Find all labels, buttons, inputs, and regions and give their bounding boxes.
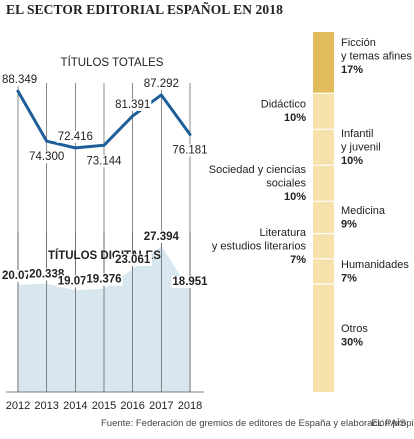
total-value-label-2013: 74.300 [29,151,64,163]
total-point-2012 [16,90,20,93]
stack-value-2: 10% [284,112,306,124]
digital-value-label-bg-2017 [142,230,181,243]
stack-value-7: 7% [341,272,357,284]
digital-titles-area-chart: TÍTULOS DIGITALES20.07920.33819.07719.37… [1,230,210,392]
stack-value-8: 30% [341,337,363,349]
stack-segment-4 [313,165,334,202]
x-tick-label-2017: 2017 [149,400,173,412]
stack-label-1-line-1: Ficción [341,37,376,49]
total-point-2018 [188,133,192,136]
source-note: Fuente: Federación de gremios de editore… [101,418,414,429]
digital-value-label-bg-2016 [114,254,152,267]
stack-segment-7 [313,258,334,284]
stack-label-6-line-2: y estudios literarios [212,240,307,252]
digital-value-label-bg-2014 [56,275,94,288]
total-value-label-2015: 73.144 [86,155,122,167]
stack-value-4: 10% [284,191,306,203]
stack-segment-5 [313,201,334,234]
stack-label-3-line-2: y juvenil [341,141,381,153]
digital-value-label-bg-2013 [28,268,66,281]
total-point-2013 [45,139,48,143]
stack-segment-2 [313,93,334,130]
total-value-label-2012: 88.349 [2,74,37,86]
total-point-2014 [74,146,77,150]
stack-label-3-line-1: Infantil [341,128,373,140]
stack-label-6-line-1: Literatura [260,227,307,239]
brand-logo-text: EL PAÍS [371,418,406,429]
digital-value-label-2017: 27.394 [144,231,180,243]
stack-value-1: 17% [341,64,363,76]
total-value-label-bg-2016 [114,98,152,111]
stack-label-4-line-1: Sociedad y ciencias [209,164,307,176]
total-value-label-2018: 76.181 [172,144,207,156]
digital-value-label-2014: 19.077 [58,275,93,287]
total-point-2017 [160,93,163,97]
total-value-label-bg-2012 [1,74,39,87]
x-tick-label-2014: 2014 [63,400,87,412]
digital-value-label-2016: 23.061 [115,254,151,266]
digital-value-label-2018: 18.951 [172,276,208,288]
stack-label-7-line-1: Humanidades [341,259,409,271]
stack-value-3: 10% [341,155,363,167]
digital-value-label-bg-2018 [171,275,210,288]
stack-segment-3 [313,129,334,166]
total-titles-chart-title: TÍTULOS TOTALES [61,56,164,69]
x-tick-label-2015: 2015 [92,400,116,412]
total-point-2016 [131,114,134,118]
total-value-label-bg-2017 [142,77,180,90]
stack-label-1-line-2: y temas afines [341,51,412,63]
x-tick-label-2016: 2016 [120,400,144,412]
page-title: EL SECTOR EDITORIAL ESPAÑOL EN 2018 [6,2,283,17]
stack-segment-8 [313,284,334,392]
total-value-label-2014: 72.416 [58,131,93,143]
stack-value-6: 7% [290,254,306,266]
x-tick-label-2013: 2013 [34,400,58,412]
total-value-label-2017: 87.292 [144,78,179,90]
x-axis: 2012 2013 2014 2015 2016 2017 2018 [6,391,204,412]
total-value-label-bg-2015 [85,155,124,168]
total-value-label-bg-2018 [171,144,209,157]
stack-label-4-line-2: sociales [266,177,306,189]
digital-value-label-bg-2015 [85,273,123,286]
stack-segment-1 [313,32,334,94]
x-tick-label-2018: 2018 [178,400,202,412]
stack-label-5-line-1: Medicina [341,205,386,217]
total-value-label-bg-2014 [56,130,94,143]
total-value-label-bg-2013 [28,151,66,164]
x-tick-label-2012: 2012 [6,400,30,412]
stack-segment-6 [313,233,334,259]
total-value-label-2016: 81.391 [115,99,150,111]
total-point-2015 [102,144,106,147]
digital-value-label-2015: 19.376 [86,274,121,286]
stack-value-5: 9% [341,218,357,230]
digital-value-label-2013: 20.338 [29,269,65,281]
stack-label-8-line-1: Otros [341,323,368,335]
total-titles-line-chart: TÍTULOS TOTALES 88.349 74.300 72.416 73.144 8… [1,56,209,168]
stack-label-2-line-1: Didáctico [261,99,306,111]
